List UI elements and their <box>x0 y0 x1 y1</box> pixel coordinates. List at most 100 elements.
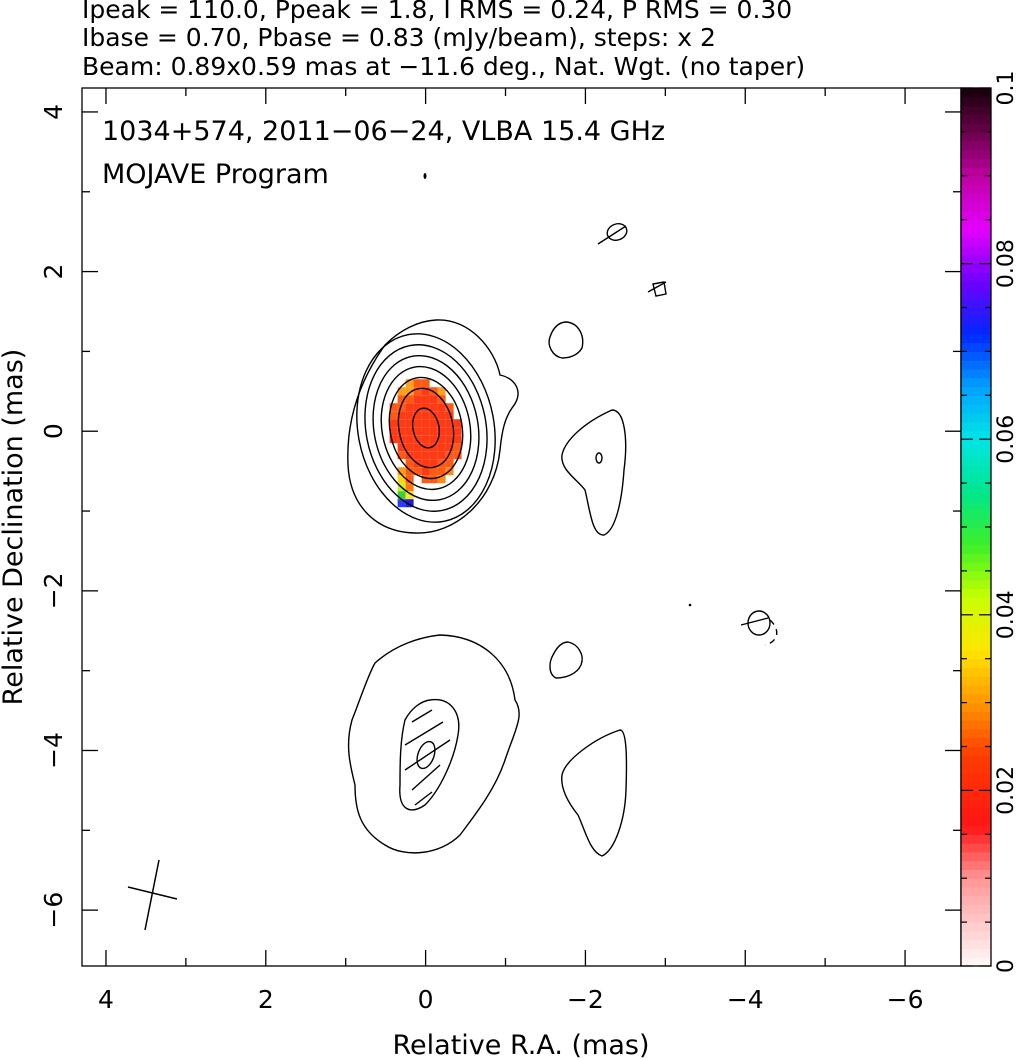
colorbar-step <box>961 272 991 282</box>
colorbar-step <box>961 254 991 265</box>
colorbar-step <box>961 465 991 475</box>
colorbar-step <box>961 316 991 326</box>
colorbar-step <box>961 544 991 554</box>
pol-pixel <box>413 419 422 428</box>
colorbar-step <box>961 342 991 352</box>
patch-contour <box>561 409 627 536</box>
pol-pixel <box>397 403 406 412</box>
colorbar-step <box>961 755 991 765</box>
colorbar-step <box>961 737 991 748</box>
pol-pixel <box>397 395 406 404</box>
pol-pixel <box>445 459 454 468</box>
colorbar-step <box>961 825 991 835</box>
pol-pixel <box>429 427 438 436</box>
colorbar-step <box>961 96 991 107</box>
colorbar-step <box>961 307 991 317</box>
pol-pixel <box>429 411 438 420</box>
colorbar-step <box>961 632 991 642</box>
pol-pixel <box>413 427 422 436</box>
pol-pixel <box>405 443 414 452</box>
pol-pixel <box>405 483 414 492</box>
axis-tick-labels: 4 2 0 −2 −4 −6 −6 −4 −2 0 2 4 <box>39 104 923 1014</box>
pol-pixel <box>429 403 438 412</box>
pol-pixel <box>413 411 422 420</box>
colorbar-step <box>961 816 991 827</box>
pol-pixel <box>405 475 414 484</box>
pol-pixel <box>437 411 446 420</box>
colorbar-step <box>961 474 991 484</box>
colorbar-step <box>961 527 991 537</box>
pol-pixel <box>445 435 454 444</box>
pol-pixel <box>445 451 454 460</box>
pol-pixel <box>421 475 430 484</box>
pol-pixel <box>453 451 462 460</box>
colorbar-step <box>961 395 991 405</box>
colorbar-step <box>961 140 991 151</box>
colorbar-step <box>961 939 991 950</box>
colorbar-step <box>961 88 991 98</box>
core-contour <box>380 365 472 491</box>
pol-pixel <box>421 427 430 436</box>
colorbar-step <box>961 456 991 467</box>
pol-pixel <box>421 467 430 476</box>
colorbar-step <box>961 658 991 669</box>
pol-pixel <box>413 379 422 388</box>
y-tick-label: −6 <box>39 892 68 929</box>
pol-pixel <box>413 435 422 444</box>
colorbar-step <box>961 799 991 809</box>
x-tick-label: 2 <box>258 985 274 1014</box>
colorbar-step <box>961 720 991 730</box>
core-contour <box>397 387 455 469</box>
patch-contour-small <box>652 281 667 297</box>
colorbar-step <box>961 263 991 273</box>
colorbar-step <box>961 922 991 932</box>
x-tick-label: −6 <box>887 985 924 1014</box>
pol-pixel <box>437 443 446 452</box>
pol-pixel <box>405 499 414 508</box>
colorbar-step <box>961 746 991 756</box>
colorbar-step <box>961 430 991 440</box>
pol-pixel <box>397 451 406 460</box>
colorbar-step <box>961 105 991 115</box>
colorbar-tick-label: 0 <box>994 959 1019 973</box>
y-tick-label: 4 <box>39 104 68 120</box>
pol-pixel <box>389 419 398 428</box>
axis-ticks <box>82 88 961 966</box>
colorbar-step <box>961 500 991 511</box>
colorbar-step <box>961 149 991 159</box>
pol-pixel <box>445 419 454 428</box>
pol-pixel <box>429 395 438 404</box>
patch-contour-small <box>595 452 603 464</box>
colorbar-step <box>961 368 991 379</box>
core-contour-outer <box>347 319 519 534</box>
core-contour <box>388 376 464 480</box>
pol-pixel <box>405 435 414 444</box>
core-contour <box>372 354 480 502</box>
pol-pixel <box>413 443 422 452</box>
pol-pixel <box>429 419 438 428</box>
colorbar-step <box>961 491 991 502</box>
pol-pixel <box>397 427 406 436</box>
pol-pixel <box>405 411 414 420</box>
colorbar-step <box>961 439 991 449</box>
pol-pixel <box>437 427 446 436</box>
colorbar-step <box>961 606 991 616</box>
chart-subtitle: MOJAVE Program <box>102 159 329 190</box>
pol-pixel <box>421 379 430 388</box>
colorbar-step <box>961 202 991 212</box>
colorbar-step <box>961 614 991 625</box>
pol-pixel <box>397 387 406 396</box>
pol-pixel <box>421 387 430 396</box>
pol-pixel <box>421 451 430 460</box>
colorbar-step <box>961 298 991 309</box>
pol-pixel <box>437 475 446 484</box>
pol-pixel <box>405 419 414 428</box>
colorbar-step <box>961 386 991 396</box>
colorbar-step <box>961 843 991 853</box>
colorbar <box>961 88 991 967</box>
colorbar-step <box>961 509 991 519</box>
colorbar-step <box>961 685 991 695</box>
colorbar-step <box>961 167 991 177</box>
pol-pixel <box>397 411 406 420</box>
